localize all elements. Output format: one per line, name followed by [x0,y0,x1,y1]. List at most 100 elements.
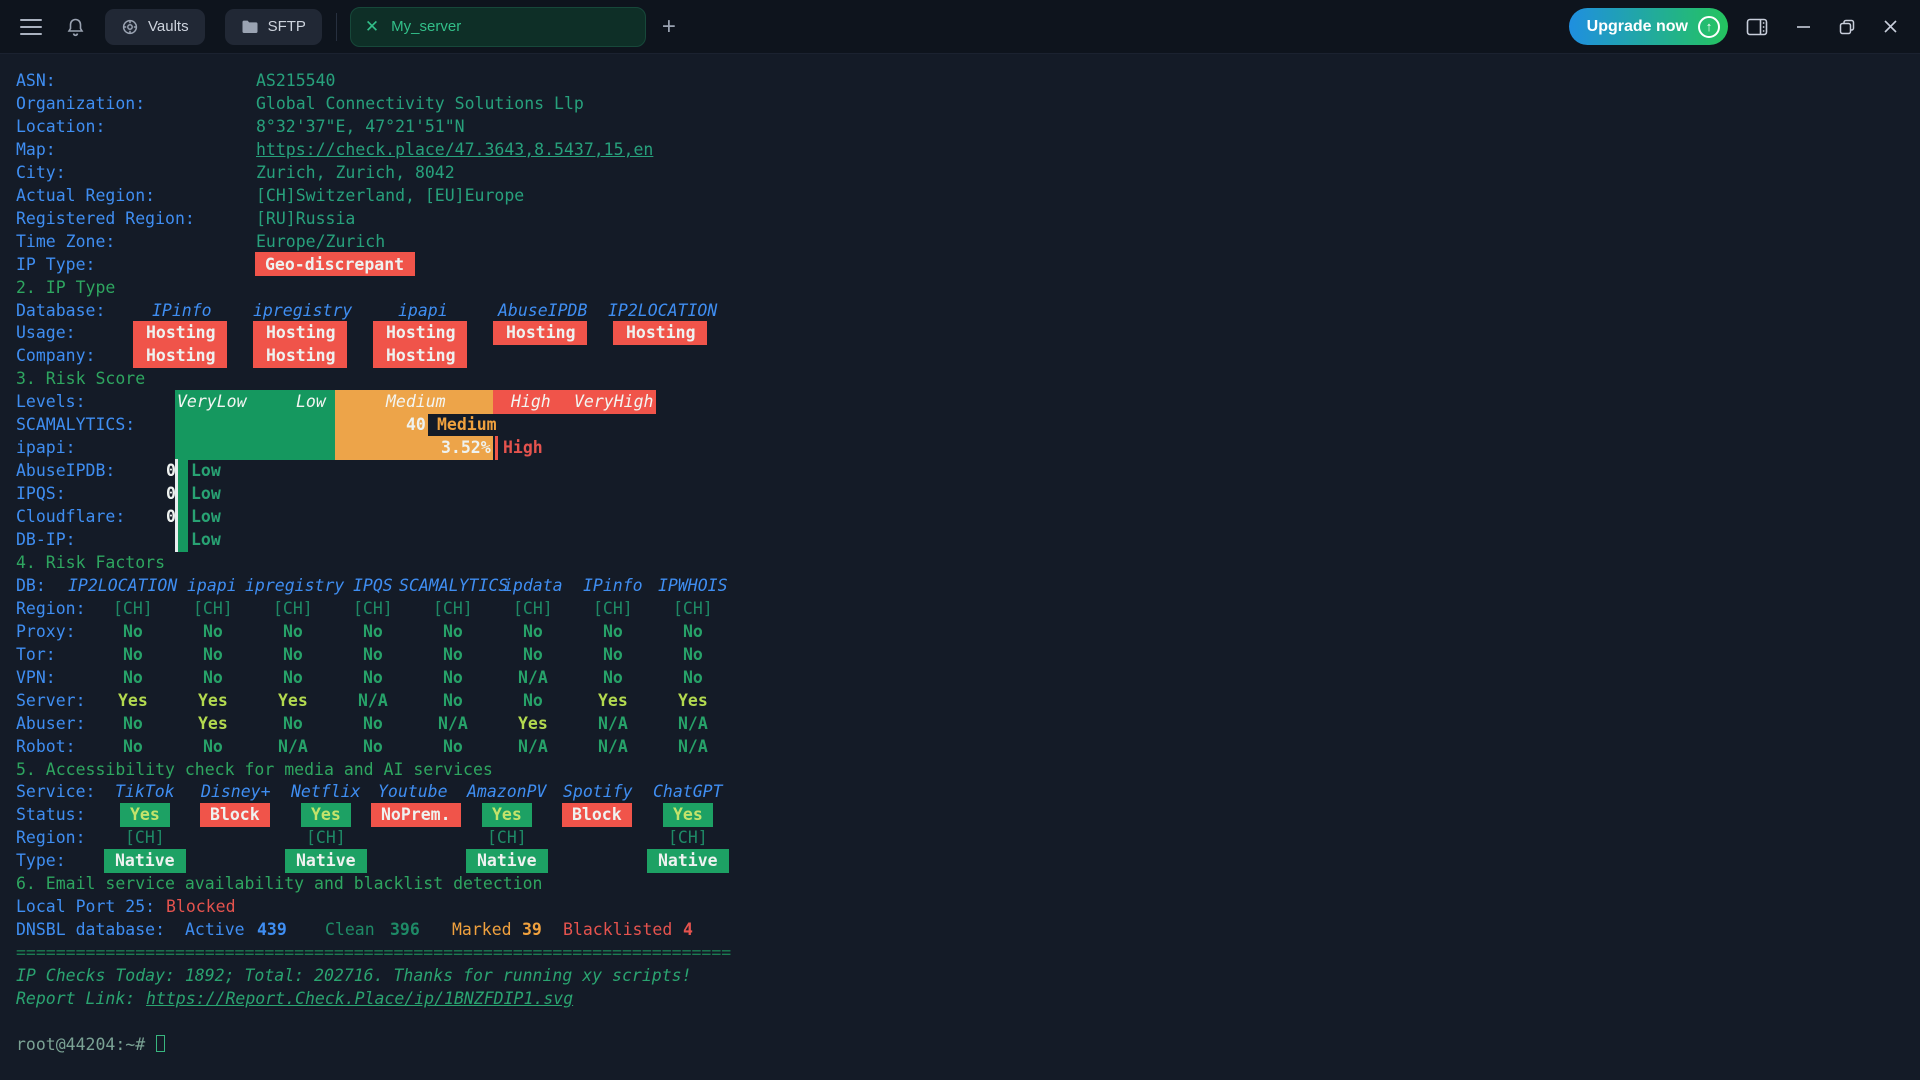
terminal-line: DNSBL database: Active 439 Clean 396 Marked 39… [0,918,1920,941]
terminal-text: ipdata [503,575,563,595]
terminal-text: Low [191,461,221,481]
terminal-text: IP2LOCATION [68,575,178,595]
terminal-text: No [443,736,463,756]
terminal-bar [178,458,188,483]
terminal-text: Native [477,851,537,871]
terminal-line: Map: https://check.place/47.3643,8.5437,1… [0,138,1920,161]
terminal-text: N/A [518,736,548,756]
close-button[interactable] [1883,0,1898,53]
tab-label: My_server [391,18,462,35]
terminal-line: AbuseIPDB: 0 Low [0,458,1920,483]
terminal-text: Hosting [146,323,216,343]
terminal-line: IP Type: Geo-discrepant [0,252,1920,277]
terminal-text: [CH]Switzerland, [EU]Europe [256,185,525,205]
terminal-line: Database: IPinfo ipregistry ipapi AbuseIPDB I… [0,299,1920,322]
terminal-line: DB-IP: Low [0,527,1920,552]
terminal-text: Region: [16,828,86,848]
new-tab-button[interactable]: + [661,12,676,40]
terminal-bar [647,848,729,873]
terminal-text: IP Checks Today: 1892; Total: 202716. Th… [16,966,692,986]
terminal-text: No [523,644,543,664]
notifications-bell-icon[interactable] [66,17,85,37]
terminal-line: Type: Native Native Native Native [0,848,1920,873]
terminal-text: No [203,736,223,756]
tab-my-server[interactable]: ✕ My_server [349,6,646,47]
terminal-text: No [683,644,703,664]
terminal-bar [285,848,367,873]
tab-close-icon[interactable]: ✕ [364,16,380,36]
terminal-line: City: Zurich, Zurich, 8042 [0,161,1920,184]
terminal-text: [CH] [513,598,553,618]
terminal-text: VeryLow [177,392,247,412]
terminal-text: 5. Accessibility check for media and AI … [16,759,493,779]
terminal-text: [CH] [487,828,527,848]
terminal-text: Robot: [16,736,76,756]
minimize-button[interactable] [1796,0,1811,53]
menu-icon[interactable] [20,18,42,35]
terminal-line: Cloudflare: 0 Low [0,504,1920,529]
terminal-text: Hosting [266,323,336,343]
vaults-button[interactable]: Vaults [105,8,205,45]
terminal-text: Spotify [563,782,633,802]
terminal-text: Proxy: [16,621,76,641]
terminal-text: Abuser: [16,713,86,733]
terminal-text: ipapi [187,575,237,595]
terminal-bar [175,412,335,437]
terminal-line: SCAMALYTICS: 40 Medium [0,412,1920,437]
terminal-line: 6. Email service availability and blackl… [0,872,1920,895]
terminal-text: N/A [678,713,708,733]
terminal-bar [562,802,632,827]
terminal-text: Server: [16,690,86,710]
terminal-text: Low [191,530,221,549]
terminal-text: Yes [598,690,628,710]
terminal-text: Native [296,851,356,871]
terminal-link[interactable]: https://check.place/47.3643,8.5437,15,en [256,139,654,159]
terminal-text: N/A [598,713,628,733]
terminal-text: Yes [198,690,228,710]
restore-button[interactable] [1839,0,1855,53]
terminal-link[interactable]: https://Report.Check.Place/ip/1BNZFDIP1.… [146,989,574,1008]
title-bar: Vaults SFTP ✕ My_server + Upgrade now ↑ [0,0,1920,54]
terminal-text: [CH] [593,598,633,618]
terminal-line: Server: Yes Yes Yes N/A No No Yes Yes [0,689,1920,712]
terminal-text: ipapi [398,300,448,320]
terminal-text: DNSBL database: [16,920,166,940]
upgrade-now-button[interactable]: Upgrade now ↑ [1568,8,1728,45]
terminal-bar [371,802,461,827]
sftp-button[interactable]: SFTP [224,8,322,45]
terminal-text: Yes [518,713,548,733]
terminal-text: Yes [198,713,228,733]
terminal-bar [493,389,656,414]
terminal-text: N/A [278,736,308,756]
sidebar-toggle-icon[interactable] [1746,18,1768,36]
terminal-text: Yes [130,805,160,825]
terminal-line: Service: TikTok Disney+ Netflix Youtube Amazo… [0,780,1920,803]
terminal-text: 3. Risk Score [16,369,146,389]
terminal-text: 0 [166,461,176,481]
terminal-text: IPinfo [583,575,643,595]
terminal-text: N/A [678,736,708,756]
terminal-text: Actual Region: [16,185,156,205]
terminal-text: [CH] [353,598,393,618]
terminal-text: No [123,621,143,641]
terminal-line: Local Port 25: Blocked [0,895,1920,918]
terminal-text: Yes [673,805,703,825]
terminal-line: Location: 8°32'37"E, 47°21'51"N [0,115,1920,138]
terminal-text: Database: [16,300,106,320]
terminal-text: [CH] [433,598,473,618]
terminal-line: IP Checks Today: 1892; Total: 202716. Th… [0,964,1920,987]
terminal-text: Service: [16,782,96,802]
terminal-line: Organization: Global Connectivity Solutio… [0,92,1920,115]
terminal-bar [175,389,335,414]
terminal-text: No [203,644,223,664]
terminal-bar [466,848,548,873]
terminal-text: No [203,667,223,687]
terminal-text: Location: [16,116,106,136]
terminal-line: ipapi: 3.52% High [0,435,1920,460]
terminal-line: Usage: Hosting Hosting Hosting Hosting Hostin… [0,320,1920,345]
terminal-text: Disney+ [201,782,271,802]
terminal-output[interactable]: ASN: AS215540 Organization: Global Connecti… [0,54,1920,1080]
terminal-text: 396 [390,920,420,940]
terminal-line: Report Link: https://Report.Check.Place/… [0,987,1920,1010]
terminal-bar [493,320,587,345]
